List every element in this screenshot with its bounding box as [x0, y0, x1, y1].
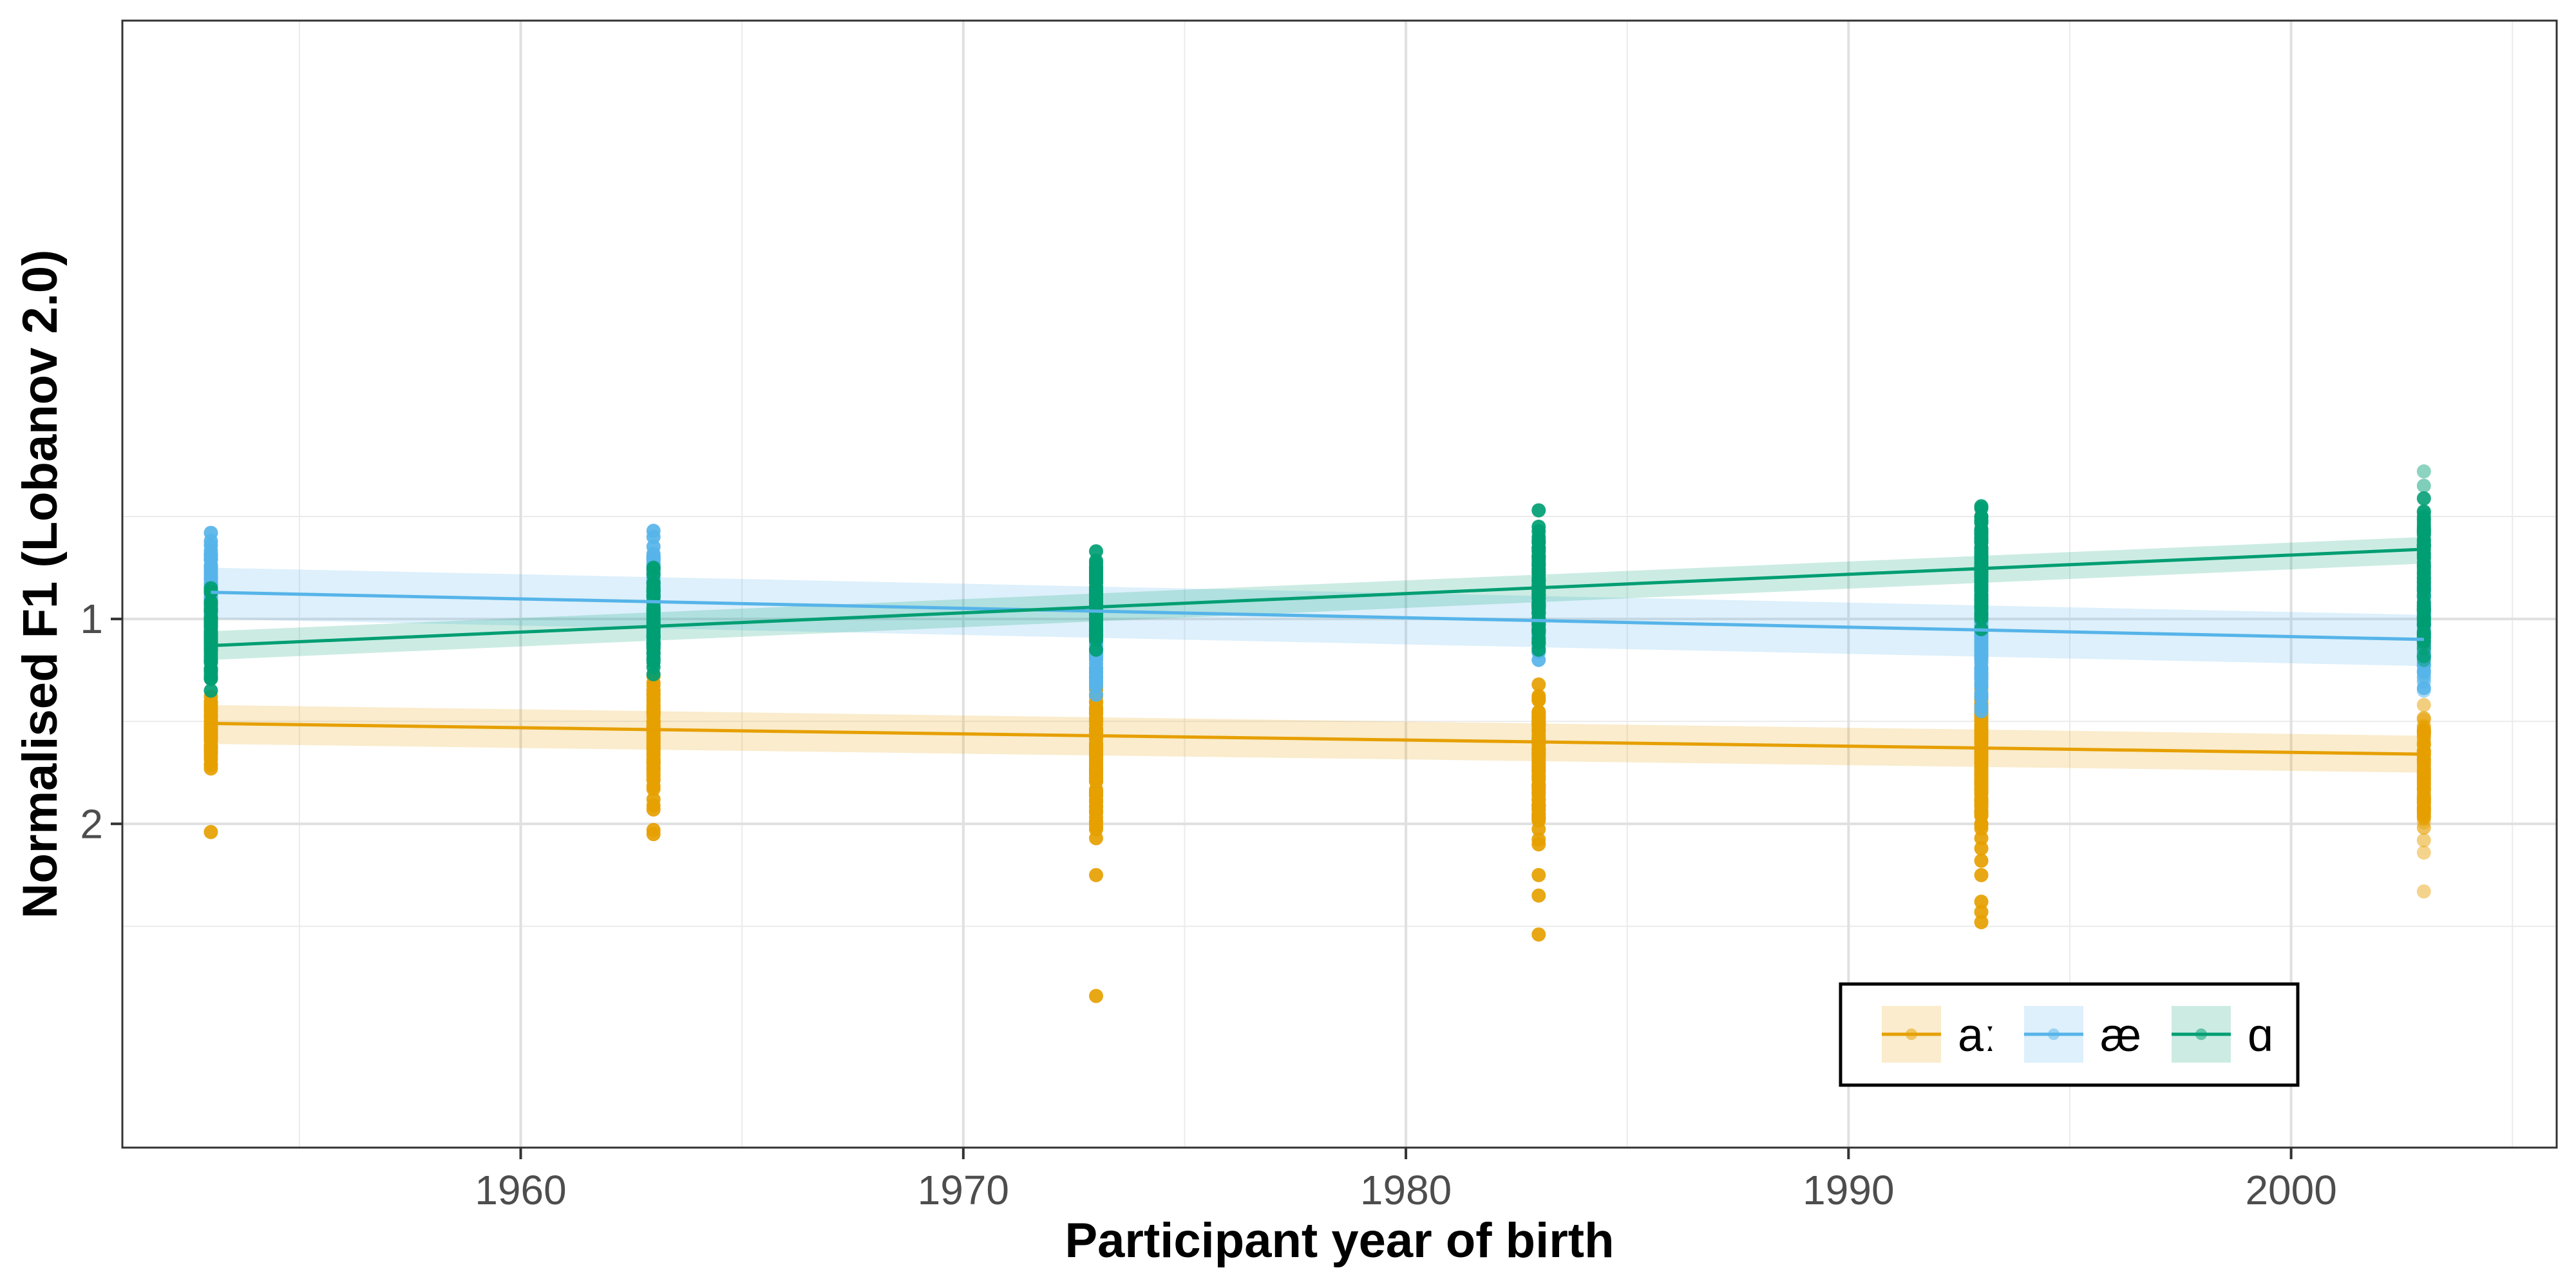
data-point	[2416, 884, 2431, 899]
data-point	[2416, 601, 2431, 616]
data-point	[1089, 642, 1103, 657]
data-point	[1531, 519, 1546, 534]
data-point	[646, 646, 661, 661]
data-point	[1531, 888, 1546, 903]
data-point	[2416, 806, 2431, 820]
fit-line	[211, 591, 2424, 641]
x-tick-label: 1980	[1360, 1167, 1452, 1213]
legend: aː æ ɑ	[1839, 982, 2300, 1087]
grid-major	[122, 21, 2557, 1148]
legend-key-point	[2048, 1028, 2060, 1040]
data-point	[646, 782, 661, 797]
plot-border	[121, 19, 2558, 1149]
x-tick-label: 1960	[475, 1167, 566, 1213]
data-point	[1089, 711, 1103, 726]
data-point	[1089, 989, 1103, 1003]
data-point	[204, 665, 218, 679]
data-point	[1089, 831, 1103, 846]
data-point	[1974, 599, 1989, 614]
data-point	[1974, 817, 1989, 831]
data-point	[204, 526, 218, 540]
data-point	[1974, 841, 1989, 856]
data-point	[1531, 652, 1546, 667]
data-point	[646, 802, 661, 817]
data-point	[1974, 915, 1989, 929]
data-point	[1531, 677, 1546, 692]
data-point	[646, 524, 661, 538]
y-axis-ticks: 12	[80, 596, 122, 847]
legend-label: æ	[2100, 1010, 2141, 1061]
data-point	[1531, 625, 1546, 639]
legend-key-point	[2195, 1028, 2207, 1040]
data-point	[2416, 820, 2431, 835]
data-point	[1089, 669, 1103, 684]
grid-minor	[122, 21, 2557, 1148]
data-point	[1089, 687, 1103, 702]
data-point	[2416, 683, 2431, 698]
data-point	[2416, 815, 2431, 829]
data-point	[646, 827, 661, 842]
data-point	[1531, 642, 1546, 657]
data-point	[1089, 544, 1103, 559]
plot-background	[122, 21, 2557, 1148]
data-point	[1089, 627, 1103, 641]
data-point	[204, 683, 218, 698]
data-point	[1531, 693, 1546, 708]
data-point	[2416, 670, 2431, 685]
y-tick-label: 1	[80, 596, 103, 642]
data-point	[1974, 688, 1989, 703]
data-point	[646, 667, 661, 681]
data-point	[1974, 895, 1989, 909]
y-tick-label: 2	[80, 800, 103, 847]
data-point	[204, 761, 218, 776]
fit-line	[211, 721, 2424, 756]
x-tick-label: 1990	[1803, 1167, 1894, 1213]
y-axis-title: Normalised F1 (Lobanov 2.0)	[13, 250, 68, 919]
data-point	[2416, 724, 2431, 739]
x-tick-label: 1970	[918, 1167, 1009, 1213]
data-point	[1974, 804, 1989, 819]
legend-label: ɑ	[2248, 1010, 2273, 1061]
data-point	[1531, 837, 1546, 852]
data-point	[2416, 670, 2431, 685]
fit-line	[211, 547, 2424, 647]
data-point	[2416, 652, 2431, 667]
data-point	[1974, 704, 1989, 719]
data-point	[204, 825, 218, 839]
data-point	[2416, 845, 2431, 860]
x-axis-title: Participant year of birth	[1065, 1213, 1614, 1268]
data-point	[1974, 867, 1989, 882]
data-point	[2416, 697, 2431, 712]
data-point	[1974, 831, 1989, 846]
data-point	[2416, 833, 2431, 848]
data-point	[1974, 611, 1989, 626]
data-point	[1531, 822, 1546, 837]
data-point	[1531, 927, 1546, 942]
data-point	[1974, 793, 1989, 808]
data-point	[1974, 509, 1989, 524]
data-point	[1531, 867, 1546, 882]
data-point	[1974, 853, 1989, 868]
x-tick-label: 2000	[2245, 1167, 2336, 1213]
data-point	[646, 560, 661, 575]
data-point	[1974, 905, 1989, 920]
data-point	[1974, 781, 1989, 795]
legend-key-point	[1906, 1028, 1917, 1040]
data-point	[2416, 630, 2431, 645]
x-axis-ticks: 1960 1970 1980 1990 2000	[475, 1148, 2337, 1213]
legend-label: aː	[1958, 1010, 1996, 1061]
data-point	[1089, 867, 1103, 882]
data-point	[1531, 503, 1546, 518]
data-point	[1531, 811, 1546, 826]
data-point	[2416, 491, 2431, 506]
data-point	[2416, 464, 2431, 478]
fit-lines	[211, 547, 2424, 756]
data-point	[2416, 618, 2431, 632]
data-points	[204, 464, 2431, 1003]
data-point	[2416, 478, 2431, 493]
